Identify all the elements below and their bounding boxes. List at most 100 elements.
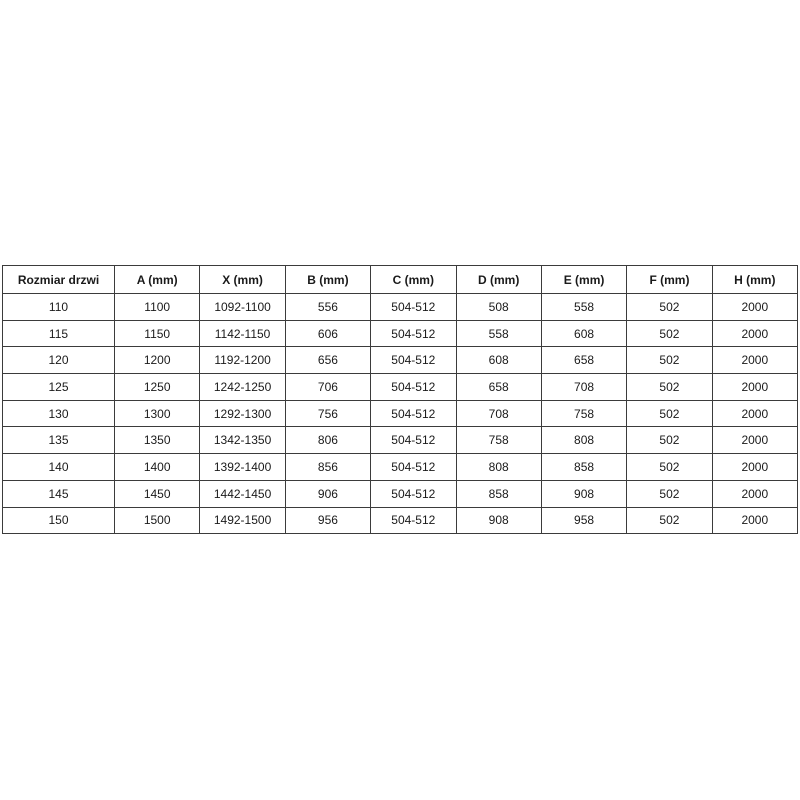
table-cell: 1300 [113, 399, 201, 428]
table-cell: 504-512 [370, 479, 457, 508]
table-cell: 504-512 [370, 319, 457, 348]
table-cell: 502 [626, 399, 713, 428]
table-row: 125 1250 1242-1250 706 504-512 658 708 502 2000 [2, 373, 799, 401]
table-cell: 502 [626, 293, 713, 321]
table-row: 110 1100 1092-1100 556 504-512 508 558 502 2000 [2, 293, 799, 321]
table-cell: 502 [626, 373, 713, 401]
table-cell: 956 [284, 506, 372, 535]
table-cell: 908 [455, 506, 542, 535]
table-cell: 2000 [711, 453, 799, 481]
table-cell: 658 [455, 373, 542, 401]
table-header-row: Rozmiar drzwi A (mm) X (mm) B (mm) C (mm) D (… [2, 265, 799, 294]
table-cell: 504-512 [370, 346, 457, 375]
door-size-spec-table: Rozmiar drzwi A (mm) X (mm) B (mm) C (mm) D (… [2, 265, 799, 535]
column-header: C (mm) [370, 265, 457, 294]
table-cell: 1350 [113, 426, 201, 455]
table-cell: 556 [284, 293, 372, 321]
table-cell: 110 [2, 293, 115, 321]
column-header: H (mm) [711, 265, 799, 294]
table-cell: 756 [284, 399, 372, 428]
table-cell: 2000 [711, 426, 799, 455]
table-cell: 1250 [113, 373, 201, 401]
table-cell: 1150 [113, 319, 201, 348]
table-cell: 808 [455, 453, 542, 481]
table-cell: 856 [284, 453, 372, 481]
table-cell: 2000 [711, 479, 799, 508]
table-row: 115 1150 1142-1150 606 504-512 558 608 502 2000 [2, 319, 799, 348]
table-cell: 958 [540, 506, 628, 535]
table-cell: 502 [626, 506, 713, 535]
table-row: 130 1300 1292-1300 756 504-512 708 758 502 2000 [2, 399, 799, 428]
table-cell: 708 [455, 399, 542, 428]
table-cell: 558 [540, 293, 628, 321]
table-cell: 502 [626, 319, 713, 348]
table-cell: 758 [455, 426, 542, 455]
table-cell: 1292-1300 [199, 399, 286, 428]
table-cell: 502 [626, 453, 713, 481]
table-cell: 502 [626, 426, 713, 455]
column-header: Rozmiar drzwi [2, 265, 115, 294]
table-cell: 1442-1450 [199, 479, 286, 508]
column-header: D (mm) [455, 265, 542, 294]
table-header: Rozmiar drzwi A (mm) X (mm) B (mm) C (mm) D (… [2, 265, 799, 294]
table-cell: 504-512 [370, 506, 457, 535]
table-cell: 1450 [113, 479, 201, 508]
table-cell: 706 [284, 373, 372, 401]
table-cell: 504-512 [370, 426, 457, 455]
table-cell: 504-512 [370, 373, 457, 401]
table-cell: 808 [540, 426, 628, 455]
table-cell: 1500 [113, 506, 201, 535]
table-cell: 608 [455, 346, 542, 375]
table-cell: 1200 [113, 346, 201, 375]
column-header: B (mm) [284, 265, 372, 294]
table-cell: 1192-1200 [199, 346, 286, 375]
column-header: A (mm) [113, 265, 201, 294]
table-cell: 2000 [711, 399, 799, 428]
table-cell: 2000 [711, 319, 799, 348]
table-cell: 2000 [711, 293, 799, 321]
table-cell: 120 [2, 346, 115, 375]
table-row: 135 1350 1342-1350 806 504-512 758 808 502 2000 [2, 426, 799, 455]
table-cell: 608 [540, 319, 628, 348]
table-cell: 504-512 [370, 399, 457, 428]
table-cell: 1092-1100 [199, 293, 286, 321]
column-header: E (mm) [540, 265, 628, 294]
table-cell: 502 [626, 346, 713, 375]
table-cell: 806 [284, 426, 372, 455]
table-cell: 1142-1150 [199, 319, 286, 348]
table-cell: 908 [540, 479, 628, 508]
table-cell: 558 [455, 319, 542, 348]
table-cell: 758 [540, 399, 628, 428]
table-cell: 2000 [711, 506, 799, 535]
table-cell: 502 [626, 479, 713, 508]
table-cell: 125 [2, 373, 115, 401]
column-header: F (mm) [626, 265, 713, 294]
column-header: X (mm) [199, 265, 286, 294]
table-cell: 906 [284, 479, 372, 508]
table-cell: 145 [2, 479, 115, 508]
table-cell: 1400 [113, 453, 201, 481]
table-cell: 858 [540, 453, 628, 481]
table-body: 110 1100 1092-1100 556 504-512 508 558 502 2000 1… [2, 293, 799, 535]
table-row: 140 1400 1392-1400 856 504-512 808 858 502 2000 [2, 453, 799, 481]
table-cell: 658 [540, 346, 628, 375]
table-cell: 656 [284, 346, 372, 375]
table-cell: 504-512 [370, 453, 457, 481]
table-cell: 508 [455, 293, 542, 321]
table-cell: 1392-1400 [199, 453, 286, 481]
table-cell: 1492-1500 [199, 506, 286, 535]
table-cell: 135 [2, 426, 115, 455]
table-cell: 1100 [113, 293, 201, 321]
table-cell: 1242-1250 [199, 373, 286, 401]
table-cell: 606 [284, 319, 372, 348]
table-row: 120 1200 1192-1200 656 504-512 608 658 502 2000 [2, 346, 799, 375]
table-cell: 150 [2, 506, 115, 535]
table-cell: 115 [2, 319, 115, 348]
table-cell: 504-512 [370, 293, 457, 321]
table-cell: 708 [540, 373, 628, 401]
table-cell: 2000 [711, 346, 799, 375]
table-row: 150 1500 1492-1500 956 504-512 908 958 502 2000 [2, 506, 799, 535]
table-cell: 1342-1350 [199, 426, 286, 455]
table-cell: 858 [455, 479, 542, 508]
